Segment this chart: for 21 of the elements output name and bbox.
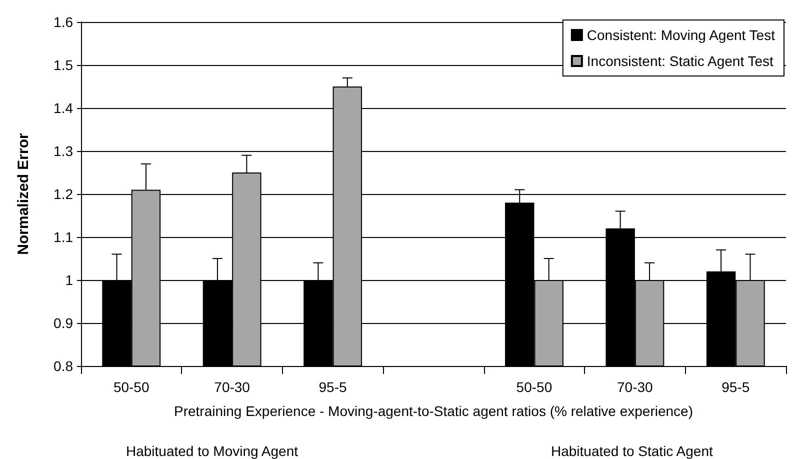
x-tick-label: 70-30	[214, 379, 250, 395]
legend-label: Inconsistent: Static Agent Test	[586, 53, 774, 69]
y-tick-label: 0.8	[54, 358, 74, 374]
y-tick-label: 1.6	[54, 14, 74, 30]
y-tick-label: 1.1	[54, 229, 74, 245]
legend-label: Consistent: Moving Agent Test	[586, 27, 776, 43]
y-tick-label: 1.3	[54, 143, 74, 159]
y-tick-label: 1.4	[54, 100, 74, 116]
y-axis-title: Normalized Error	[15, 132, 32, 255]
y-tick-label: 1.2	[54, 186, 74, 202]
x-tick-label: 95-5	[318, 379, 348, 395]
x-tick-label: 50-50	[516, 379, 552, 395]
y-tick-label: 1.5	[54, 57, 74, 73]
x-tick-label: 50-50	[113, 379, 150, 395]
text: Habituated to Static Agent	[551, 443, 713, 459]
x-axis-title: Pretraining Experience - Moving-agent-to-Static agent ratios (% relative experience)	[174, 403, 694, 419]
x-tick-label: 95-5	[722, 379, 750, 395]
x-tick-label: 70-30	[617, 379, 654, 395]
y-tick-label: 0.9	[54, 315, 74, 331]
y-tick-label: 1	[65, 272, 74, 288]
text: Habituated to Moving Agent	[126, 443, 298, 459]
